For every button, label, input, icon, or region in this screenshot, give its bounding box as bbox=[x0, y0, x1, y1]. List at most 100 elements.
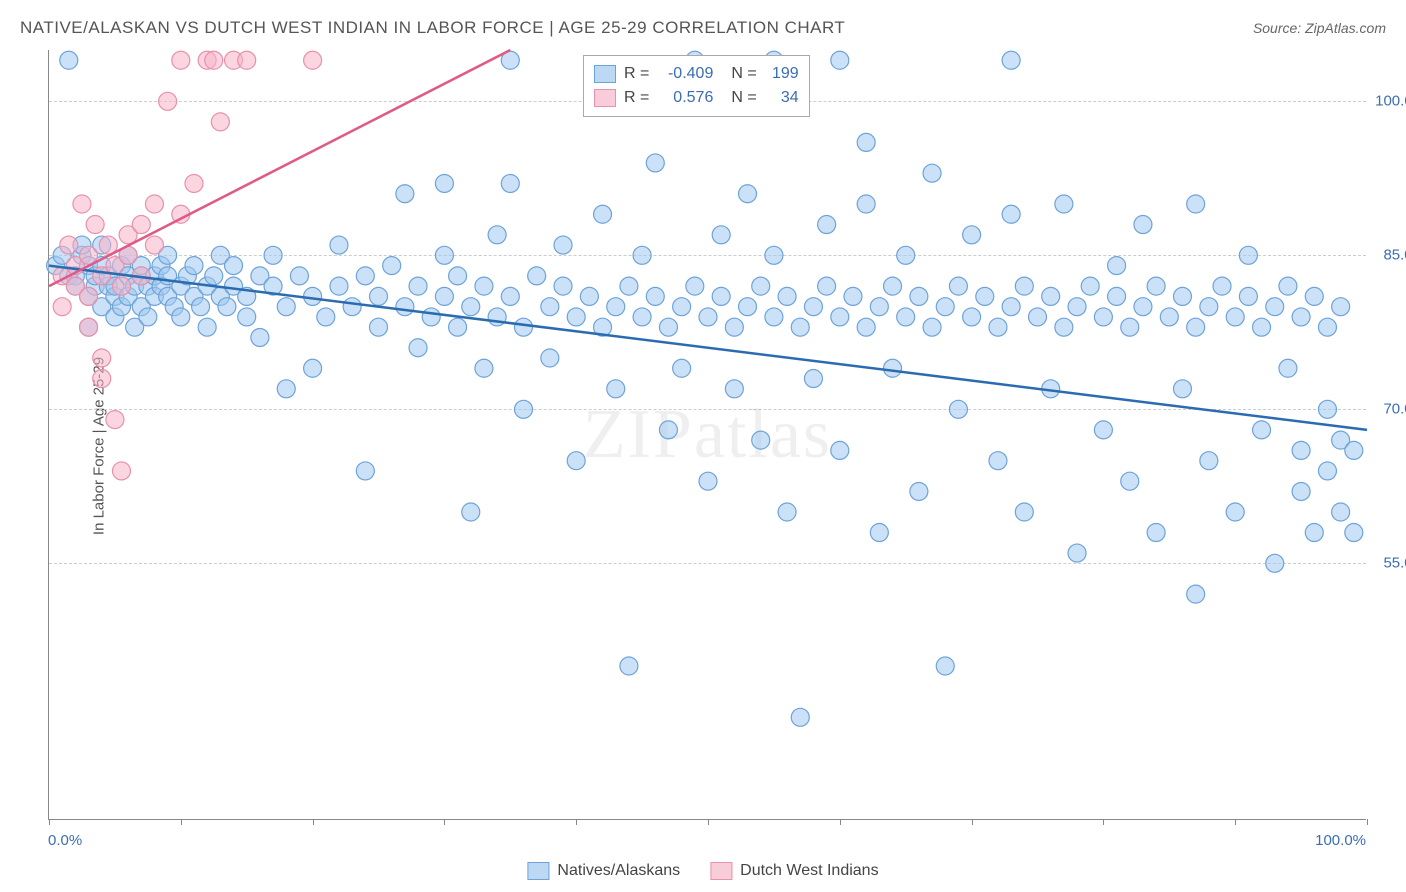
scatter-point bbox=[1332, 503, 1350, 521]
scatter-point bbox=[501, 287, 519, 305]
scatter-point bbox=[989, 452, 1007, 470]
scatter-point bbox=[396, 298, 414, 316]
scatter-point bbox=[910, 287, 928, 305]
stats-row: R =-0.409N =199 bbox=[594, 62, 799, 86]
scatter-point bbox=[712, 226, 730, 244]
scatter-point bbox=[949, 277, 967, 295]
n-label: N = bbox=[731, 86, 756, 110]
y-tick-label: 55.0% bbox=[1371, 555, 1406, 572]
scatter-point bbox=[1029, 308, 1047, 326]
legend-swatch bbox=[710, 862, 732, 880]
scatter-point bbox=[752, 277, 770, 295]
scatter-point bbox=[1068, 298, 1086, 316]
scatter-point bbox=[1266, 298, 1284, 316]
chart-title: NATIVE/ALASKAN VS DUTCH WEST INDIAN IN L… bbox=[20, 18, 845, 38]
scatter-point bbox=[1094, 421, 1112, 439]
scatter-point bbox=[778, 503, 796, 521]
scatter-point bbox=[304, 287, 322, 305]
y-tick-label: 70.0% bbox=[1371, 401, 1406, 418]
legend-swatch bbox=[527, 862, 549, 880]
r-value: -0.409 bbox=[657, 62, 713, 86]
scatter-point bbox=[1253, 318, 1271, 336]
scatter-point bbox=[884, 277, 902, 295]
scatter-point bbox=[567, 308, 585, 326]
scatter-point bbox=[211, 113, 229, 131]
scatter-point bbox=[93, 349, 111, 367]
scatter-point bbox=[923, 318, 941, 336]
scatter-point bbox=[844, 287, 862, 305]
scatter-point bbox=[910, 482, 928, 500]
x-tick-mark bbox=[708, 819, 709, 825]
scatter-point bbox=[554, 277, 572, 295]
scatter-point bbox=[765, 308, 783, 326]
scatter-point bbox=[804, 370, 822, 388]
scatter-point bbox=[73, 195, 91, 213]
scatter-point bbox=[185, 174, 203, 192]
x-tick-mark bbox=[313, 819, 314, 825]
scatter-point bbox=[343, 298, 361, 316]
scatter-point bbox=[356, 267, 374, 285]
scatter-point bbox=[541, 349, 559, 367]
scatter-point bbox=[435, 174, 453, 192]
scatter-point bbox=[1147, 524, 1165, 542]
scatter-point bbox=[145, 195, 163, 213]
legend-item: Natives/Alaskans bbox=[527, 862, 680, 880]
scatter-point bbox=[884, 359, 902, 377]
scatter-point bbox=[659, 318, 677, 336]
scatter-point bbox=[1068, 544, 1086, 562]
scatter-point bbox=[725, 318, 743, 336]
scatter-point bbox=[159, 92, 177, 110]
scatter-point bbox=[1305, 524, 1323, 542]
scatter-point bbox=[1173, 380, 1191, 398]
scatter-point bbox=[791, 318, 809, 336]
scatter-point bbox=[356, 462, 374, 480]
legend-item: Dutch West Indians bbox=[710, 862, 878, 880]
x-tick-mark bbox=[576, 819, 577, 825]
scatter-point bbox=[620, 657, 638, 675]
scatter-point bbox=[897, 246, 915, 264]
scatter-point bbox=[304, 359, 322, 377]
scatter-point bbox=[831, 51, 849, 69]
scatter-point bbox=[976, 287, 994, 305]
scatter-point bbox=[475, 277, 493, 295]
scatter-point bbox=[172, 308, 190, 326]
scatter-point bbox=[725, 380, 743, 398]
scatter-point bbox=[739, 185, 757, 203]
scatter-point bbox=[949, 400, 967, 418]
scatter-point bbox=[290, 267, 308, 285]
scatter-point bbox=[449, 267, 467, 285]
r-label: R = bbox=[624, 86, 649, 110]
y-tick-label: 100.0% bbox=[1371, 93, 1406, 110]
scatter-point bbox=[1134, 216, 1152, 234]
scatter-point bbox=[831, 441, 849, 459]
scatter-point bbox=[541, 298, 559, 316]
scatter-point bbox=[1318, 462, 1336, 480]
scatter-point bbox=[218, 298, 236, 316]
scatter-point bbox=[686, 277, 704, 295]
source-attribution: Source: ZipAtlas.com bbox=[1253, 20, 1386, 36]
scatter-point bbox=[238, 308, 256, 326]
scatter-point bbox=[1173, 287, 1191, 305]
scatter-point bbox=[818, 216, 836, 234]
scatter-point bbox=[501, 174, 519, 192]
scatter-point bbox=[1002, 298, 1020, 316]
x-tick-mark bbox=[181, 819, 182, 825]
scatter-point bbox=[370, 287, 388, 305]
scatter-point bbox=[1292, 308, 1310, 326]
scatter-point bbox=[594, 205, 612, 223]
scatter-point bbox=[1332, 298, 1350, 316]
scatter-point bbox=[963, 226, 981, 244]
scatter-point bbox=[1081, 277, 1099, 295]
scatter-point bbox=[409, 339, 427, 357]
stats-row: R =0.576N =34 bbox=[594, 86, 799, 110]
scatter-point bbox=[192, 298, 210, 316]
legend-label: Natives/Alaskans bbox=[557, 862, 680, 880]
scatter-point bbox=[1002, 51, 1020, 69]
scatter-point bbox=[1147, 277, 1165, 295]
scatter-point bbox=[712, 287, 730, 305]
scatter-svg bbox=[49, 50, 1366, 819]
scatter-point bbox=[1121, 472, 1139, 490]
scatter-point bbox=[1015, 503, 1033, 521]
x-tick-mark bbox=[840, 819, 841, 825]
scatter-point bbox=[145, 236, 163, 254]
